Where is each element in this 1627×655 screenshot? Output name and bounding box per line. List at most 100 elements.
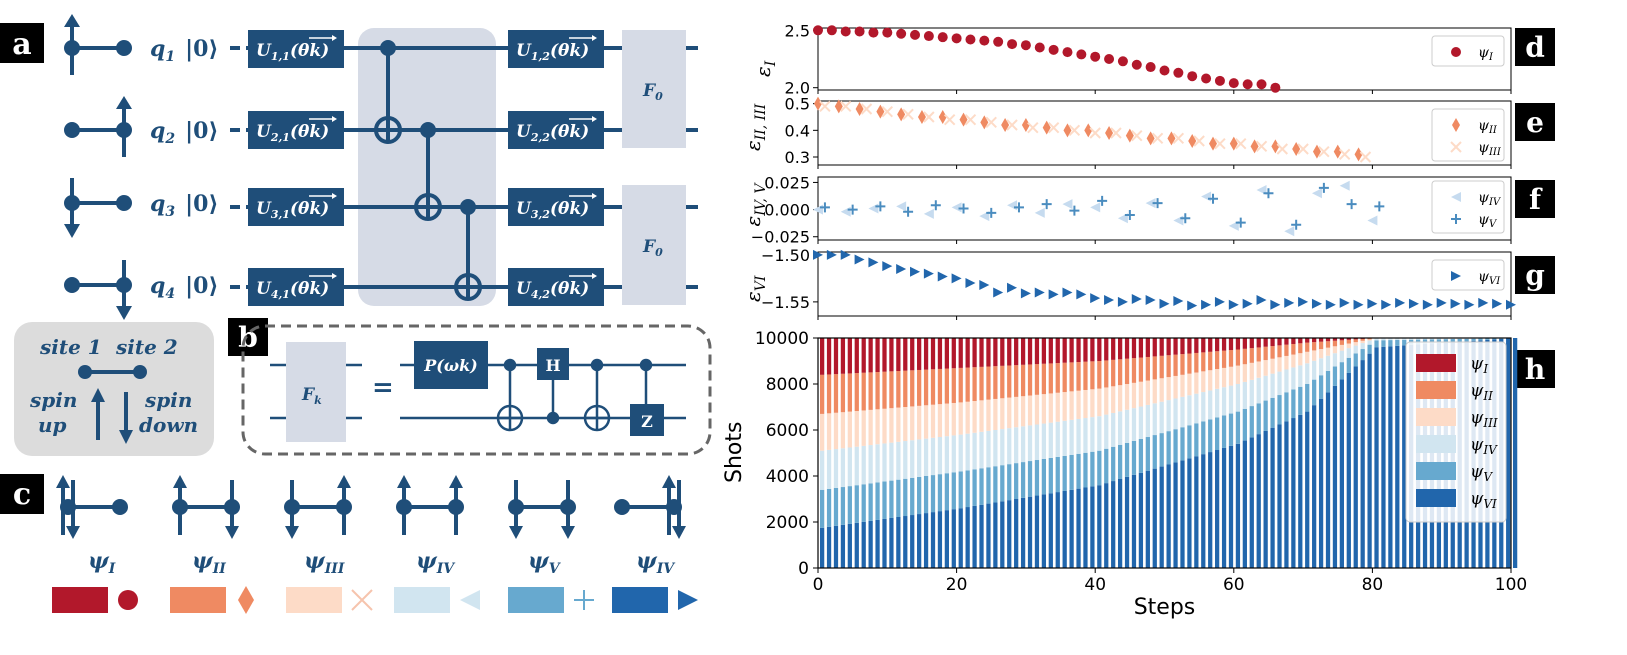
bar-psi_VI-69 <box>1298 415 1302 568</box>
bar-psi_VI-56 <box>1208 452 1212 568</box>
bar-psi_III-75 <box>1340 345 1344 351</box>
bar-psi_I-53 <box>1187 338 1191 354</box>
bar-psi_IV-9 <box>882 443 886 481</box>
bar-psi_V-21 <box>966 470 970 507</box>
bar-psi_IV-6 <box>862 446 866 484</box>
ytick-label-e-2: 0.3 <box>785 148 810 167</box>
state-label-0: ψI <box>88 548 116 577</box>
bar-psi_V-62 <box>1250 406 1254 437</box>
bar-psi_V-42 <box>1111 447 1115 481</box>
bar-psi_V-22 <box>972 469 976 506</box>
bar-psi_V-0 <box>820 490 824 528</box>
ytick-label-h-2: 4000 <box>766 467 809 487</box>
bar-psi_V-51 <box>1173 429 1177 462</box>
bar-psi_III-61 <box>1243 364 1247 382</box>
bar-psi_V-17 <box>938 474 942 511</box>
bar-psi_V-24 <box>986 467 990 503</box>
bar-psi_VI-25 <box>993 502 997 568</box>
bar-psi_V-32 <box>1042 459 1046 494</box>
bar-psi_II-45 <box>1132 358 1136 383</box>
xtick-label-h-0: 0 <box>813 575 824 595</box>
bar-psi_V-20 <box>959 471 963 508</box>
bar-psi_I-42 <box>1111 338 1115 360</box>
bar-psi_IV-77 <box>1354 346 1358 354</box>
bar-psi_IV-30 <box>1028 425 1032 461</box>
bar-psi_IV-52 <box>1180 397 1184 427</box>
qubit-label-1: q1|0⟩ <box>150 36 219 65</box>
bar-psi_VI-21 <box>966 507 970 568</box>
panel-label-b: b <box>228 318 268 356</box>
panel-b-cnots <box>498 360 651 430</box>
bar-psi_II-58 <box>1222 351 1226 368</box>
bar-psi_IV-46 <box>1139 407 1143 439</box>
bar-psi_V-35 <box>1063 456 1067 491</box>
bar-psi_II-39 <box>1090 361 1094 389</box>
xtick-label-h-1: 20 <box>946 575 968 595</box>
bar-psi_II-21 <box>966 368 970 402</box>
point-d-0-8 <box>924 31 934 41</box>
bar-psi_II-37 <box>1076 362 1080 391</box>
panel-label-f: f <box>1515 180 1555 218</box>
bar-psi_II-5 <box>855 373 859 411</box>
bar-psi_III-59 <box>1229 367 1233 386</box>
point-d-0-7 <box>910 30 920 40</box>
bar-psi_V-83 <box>1395 340 1399 346</box>
svg-text:U3,1(θk): U3,1(θk) <box>256 199 329 221</box>
bar-psi_I-25 <box>993 338 997 366</box>
panel-label-c: c <box>0 474 44 514</box>
site-1-label: site 1 <box>39 335 102 359</box>
bar-psi_I-19 <box>952 338 956 368</box>
ylabel-e: εII, III <box>741 103 769 151</box>
bar-psi_III-65 <box>1270 359 1274 374</box>
bar-psi_I-66 <box>1277 338 1281 345</box>
bar-psi_II-67 <box>1284 345 1288 356</box>
bar-psi_VI-53 <box>1187 458 1191 568</box>
state-label-5: ψIV <box>636 548 676 577</box>
bar-psi_IV-5 <box>855 447 859 486</box>
bar-psi_I-33 <box>1049 338 1053 363</box>
ytick-label-h-0: 0 <box>798 559 809 579</box>
bar-psi_III-27 <box>1007 398 1011 429</box>
bar-psi_VI-0 <box>820 528 824 568</box>
bar-psi_I-29 <box>1021 338 1025 365</box>
state-label-3: ψIV <box>416 548 456 577</box>
bar-psi_I-49 <box>1160 338 1164 356</box>
bar-psi_I-54 <box>1194 338 1198 353</box>
bar-psi_V-28 <box>1014 463 1018 499</box>
svg-text:b: b <box>238 321 258 354</box>
ytick-label-f-1: 0.000 <box>764 201 810 220</box>
bar-psi_I-58 <box>1222 338 1226 351</box>
bar-psi_III-57 <box>1215 369 1219 389</box>
bar-psi_I-1 <box>827 338 831 374</box>
bar-psi_IV-18 <box>945 436 949 473</box>
point-d-0-10 <box>952 33 962 43</box>
bar-psi_III-5 <box>855 411 859 447</box>
bar-psi_VI-58 <box>1222 448 1226 568</box>
bar-psi_I-52 <box>1180 338 1184 354</box>
bar-psi_II-68 <box>1291 344 1295 355</box>
spin-down-label-1: spin <box>144 388 192 412</box>
bar-psi_VI-39 <box>1090 486 1094 568</box>
bar-psi_III-3 <box>841 412 845 448</box>
bar-psi_VI-11 <box>896 517 900 568</box>
swatch-5 <box>612 587 668 613</box>
bar-psi_II-36 <box>1069 362 1073 391</box>
bar-psi_II-18 <box>945 369 949 404</box>
bar-psi_I-43 <box>1118 338 1122 359</box>
bar-psi_V-72 <box>1319 375 1323 398</box>
spin-up-label-2: up <box>38 413 67 437</box>
bar-psi_VI-7 <box>869 521 873 568</box>
bar-psi_II-24 <box>986 367 990 400</box>
bar-psi_III-8 <box>875 409 879 444</box>
bar-psi_VI-37 <box>1076 489 1080 568</box>
ylabel-d: εI <box>751 60 779 77</box>
bar-psi_II-31 <box>1035 364 1039 395</box>
svg-text:U2,1(θk): U2,1(θk) <box>256 122 329 144</box>
swatch-marker-5 <box>678 590 698 610</box>
bar-psi_III-60 <box>1236 366 1240 384</box>
bar-psi_VI-44 <box>1125 477 1129 568</box>
